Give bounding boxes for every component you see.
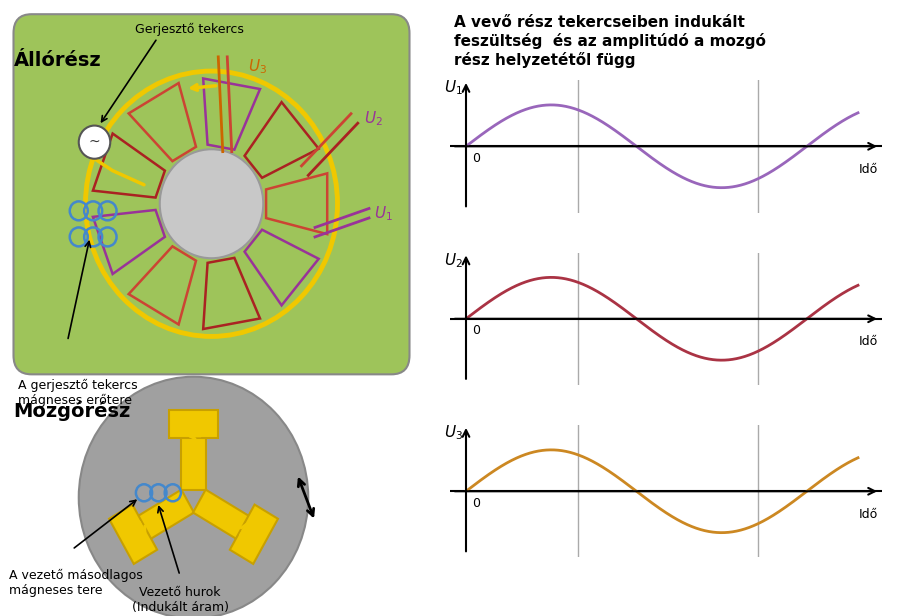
Polygon shape	[109, 505, 158, 564]
Text: A vevő rész tekercseiben indukált
feszültség  és az amplitúdó a mozgó
rész helyz: A vevő rész tekercseiben indukált feszül…	[454, 15, 767, 68]
Text: A gerjesztő tekercs
mágneses erőtere: A gerjesztő tekercs mágneses erőtere	[18, 379, 138, 407]
Text: $U_2$: $U_2$	[444, 251, 463, 270]
Text: 0: 0	[472, 324, 480, 337]
FancyBboxPatch shape	[14, 14, 410, 375]
Text: Vezető hurok
(Indukált áram): Vezető hurok (Indukált áram)	[131, 586, 229, 614]
Text: $U_3$: $U_3$	[444, 424, 463, 442]
Text: Idő: Idő	[859, 335, 878, 348]
Polygon shape	[230, 505, 278, 564]
Text: 0: 0	[472, 496, 480, 509]
Text: Idő: Idő	[859, 508, 878, 521]
Polygon shape	[181, 424, 206, 490]
Text: ~: ~	[89, 135, 100, 149]
Text: $U_1$: $U_1$	[444, 79, 463, 97]
Polygon shape	[193, 490, 260, 546]
Circle shape	[79, 126, 110, 159]
Polygon shape	[169, 410, 218, 439]
Text: $U_3$: $U_3$	[248, 57, 266, 76]
Circle shape	[79, 377, 308, 616]
Text: 0: 0	[472, 152, 480, 164]
Text: Állórész: Állórész	[14, 51, 101, 70]
Circle shape	[160, 149, 263, 258]
Text: $U_1$: $U_1$	[374, 204, 392, 222]
Text: $U_2$: $U_2$	[364, 109, 383, 128]
Text: Mozgórész: Mozgórész	[14, 401, 130, 421]
Polygon shape	[127, 490, 194, 546]
Text: Gerjesztő tekercs: Gerjesztő tekercs	[135, 23, 244, 36]
Text: Idő: Idő	[859, 163, 878, 176]
Text: A vezető másodlagos
mágneses tere: A vezető másodlagos mágneses tere	[9, 569, 143, 597]
